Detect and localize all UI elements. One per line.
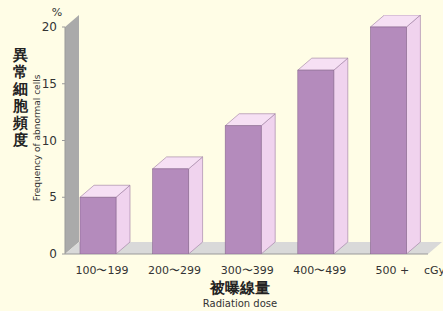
bars <box>80 15 420 254</box>
y-tick-label: 5 <box>49 190 57 204</box>
x-tick-label: 300〜399 <box>221 264 274 277</box>
y-axis-label-char: 異 <box>12 46 28 64</box>
y-tick-label: 10 <box>42 134 57 148</box>
y-tick <box>62 140 65 141</box>
bar-top <box>370 15 420 27</box>
bar <box>370 15 420 254</box>
x-axis-label: 被曝線量 <box>209 279 270 297</box>
bar-side <box>189 157 203 254</box>
y-tick <box>62 83 65 84</box>
y-axis-label-char: 常 <box>13 63 28 81</box>
y-tick-label: 0 <box>49 247 57 261</box>
x-tick-label: 100〜199 <box>76 264 129 277</box>
bar-front <box>225 126 261 254</box>
bar <box>298 58 348 254</box>
bar-side <box>261 114 275 254</box>
bar-side <box>334 58 348 254</box>
bar-front <box>370 27 406 254</box>
y-axis-label-char: 頻 <box>12 114 28 132</box>
bar-top <box>225 114 275 126</box>
bar <box>80 185 130 254</box>
bar <box>225 114 275 254</box>
y-tick <box>62 197 65 198</box>
y-axis-label-char: 細 <box>12 80 28 98</box>
x-tick-label: 500 + <box>376 264 410 277</box>
y-tick-label: 15 <box>42 77 57 91</box>
bar-top <box>153 157 203 169</box>
y-axis-label-char: 胞 <box>12 97 29 115</box>
x-tick-label: 200〜299 <box>148 264 201 277</box>
y-axis-label-en: Frequency of abnormal cells <box>32 74 42 201</box>
wall <box>65 15 79 254</box>
bar-side <box>406 15 420 254</box>
bar <box>153 157 203 254</box>
x-unit: cGy <box>424 264 443 277</box>
bar-front <box>298 70 334 254</box>
y-tick-label: 20 <box>42 20 57 34</box>
y-tick <box>62 254 65 255</box>
y-tick <box>62 27 65 28</box>
x-tick-label: 400〜499 <box>293 264 346 277</box>
bar-top <box>80 185 130 197</box>
background <box>0 0 443 311</box>
y-axis-label-char: 度 <box>12 131 28 149</box>
bar-front <box>153 169 189 254</box>
chart: 05101520%異常細胞頻度Frequency of abnormal cel… <box>0 0 443 311</box>
x-axis-label-en: Radiation dose <box>203 298 277 309</box>
bar-top <box>298 58 348 70</box>
y-axis-label: 異常細胞頻度 <box>12 46 29 149</box>
y-unit: % <box>52 6 62 19</box>
bar-front <box>80 197 116 254</box>
